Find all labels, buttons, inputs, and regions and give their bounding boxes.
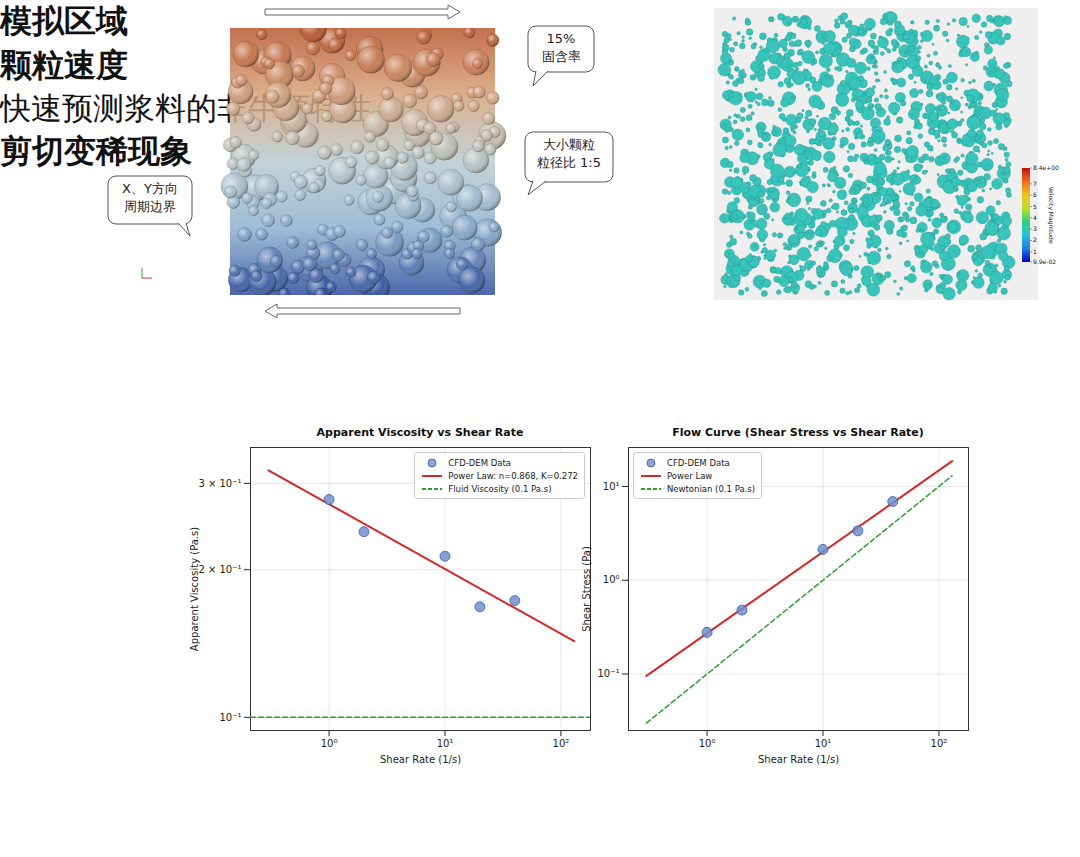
- html-text:Apparent Viscosity vs Shear Ra: Apparent Viscosity vs Shear Rate: [316, 426, 524, 439]
- svg-text:10¹: 10¹: [603, 481, 620, 492]
- svg-text:10⁻¹: 10⁻¹: [219, 712, 241, 723]
- svg-text:10⁰: 10⁰: [699, 738, 716, 749]
- svg-text:Velocity Magnitude: Velocity Magnitude: [1047, 186, 1055, 244]
- html-text:快速预测浆料的非牛顿特性: 快速预测浆料的非牛顿特性: [0, 90, 372, 126]
- html-text:CFD-DEM Data: CFD-DEM Data: [448, 457, 511, 468]
- svg-text:Apparent Viscosity (Pa.s): Apparent Viscosity (Pa.s): [189, 527, 200, 651]
- html-text:剪切变稀现象: 剪切变稀现象: [0, 132, 192, 170]
- svg-text:2 × 10⁻¹: 2 × 10⁻¹: [198, 564, 241, 575]
- html-text:模拟区域: 模拟区域: [0, 2, 128, 40]
- svg-text:1: 1: [1033, 248, 1037, 255]
- html-text:15%: 15%: [546, 31, 576, 46]
- svg-text:10⁰: 10⁰: [321, 738, 338, 749]
- svg-text:3: 3: [1033, 225, 1037, 232]
- html-text:Power Law: n=0.868, K=0.272: Power Law: n=0.868, K=0.272: [448, 470, 578, 481]
- svg-text:10⁻¹: 10⁻¹: [597, 668, 619, 679]
- svg-text:10⁰: 10⁰: [603, 574, 620, 585]
- svg-text:Shear Rate (1/s): Shear Rate (1/s): [380, 754, 461, 765]
- html-text:大小颗粒: 大小颗粒: [543, 137, 595, 152]
- svg-text:10¹: 10¹: [437, 738, 454, 749]
- svg-text:7: 7: [1033, 180, 1037, 187]
- html-text:周期边界: 周期边界: [124, 198, 176, 214]
- html-text:Flow Curve (Shear Stress vs Sh: Flow Curve (Shear Stress vs Shear Rate): [672, 426, 924, 439]
- html-text:Fluid Viscosity (0.1 Pa.s): Fluid Viscosity (0.1 Pa.s): [448, 483, 552, 494]
- svg-text:4: 4: [1033, 214, 1037, 221]
- svg-text:Shear Rate (1/s): Shear Rate (1/s): [758, 754, 839, 765]
- svg-text:9.9e-02: 9.9e-02: [1033, 258, 1056, 265]
- svg-text:10²: 10²: [553, 738, 570, 749]
- svg-text:6: 6: [1033, 191, 1037, 198]
- html-text:固含率: 固含率: [541, 48, 581, 64]
- html-text:颗粒速度: 颗粒速度: [0, 46, 128, 84]
- svg-text:3 × 10⁻¹: 3 × 10⁻¹: [198, 478, 241, 489]
- svg-text:2: 2: [1033, 236, 1037, 243]
- html-text:Power Law: Power Law: [667, 470, 713, 481]
- html-text:粒径比 1:5: 粒径比 1:5: [537, 154, 601, 170]
- svg-text:Shear Stress (Pa): Shear Stress (Pa): [581, 546, 592, 632]
- html-text:Newtonian (0.1 Pa.s): Newtonian (0.1 Pa.s): [667, 483, 756, 494]
- html-text:CFD-DEM Data: CFD-DEM Data: [667, 457, 730, 468]
- svg-text:10²: 10²: [931, 738, 948, 749]
- svg-text:10¹: 10¹: [815, 738, 832, 749]
- html-text:X、Y方向: X、Y方向: [122, 181, 178, 196]
- svg-text:8.4e+00: 8.4e+00: [1033, 164, 1059, 171]
- svg-text:5: 5: [1033, 203, 1037, 210]
